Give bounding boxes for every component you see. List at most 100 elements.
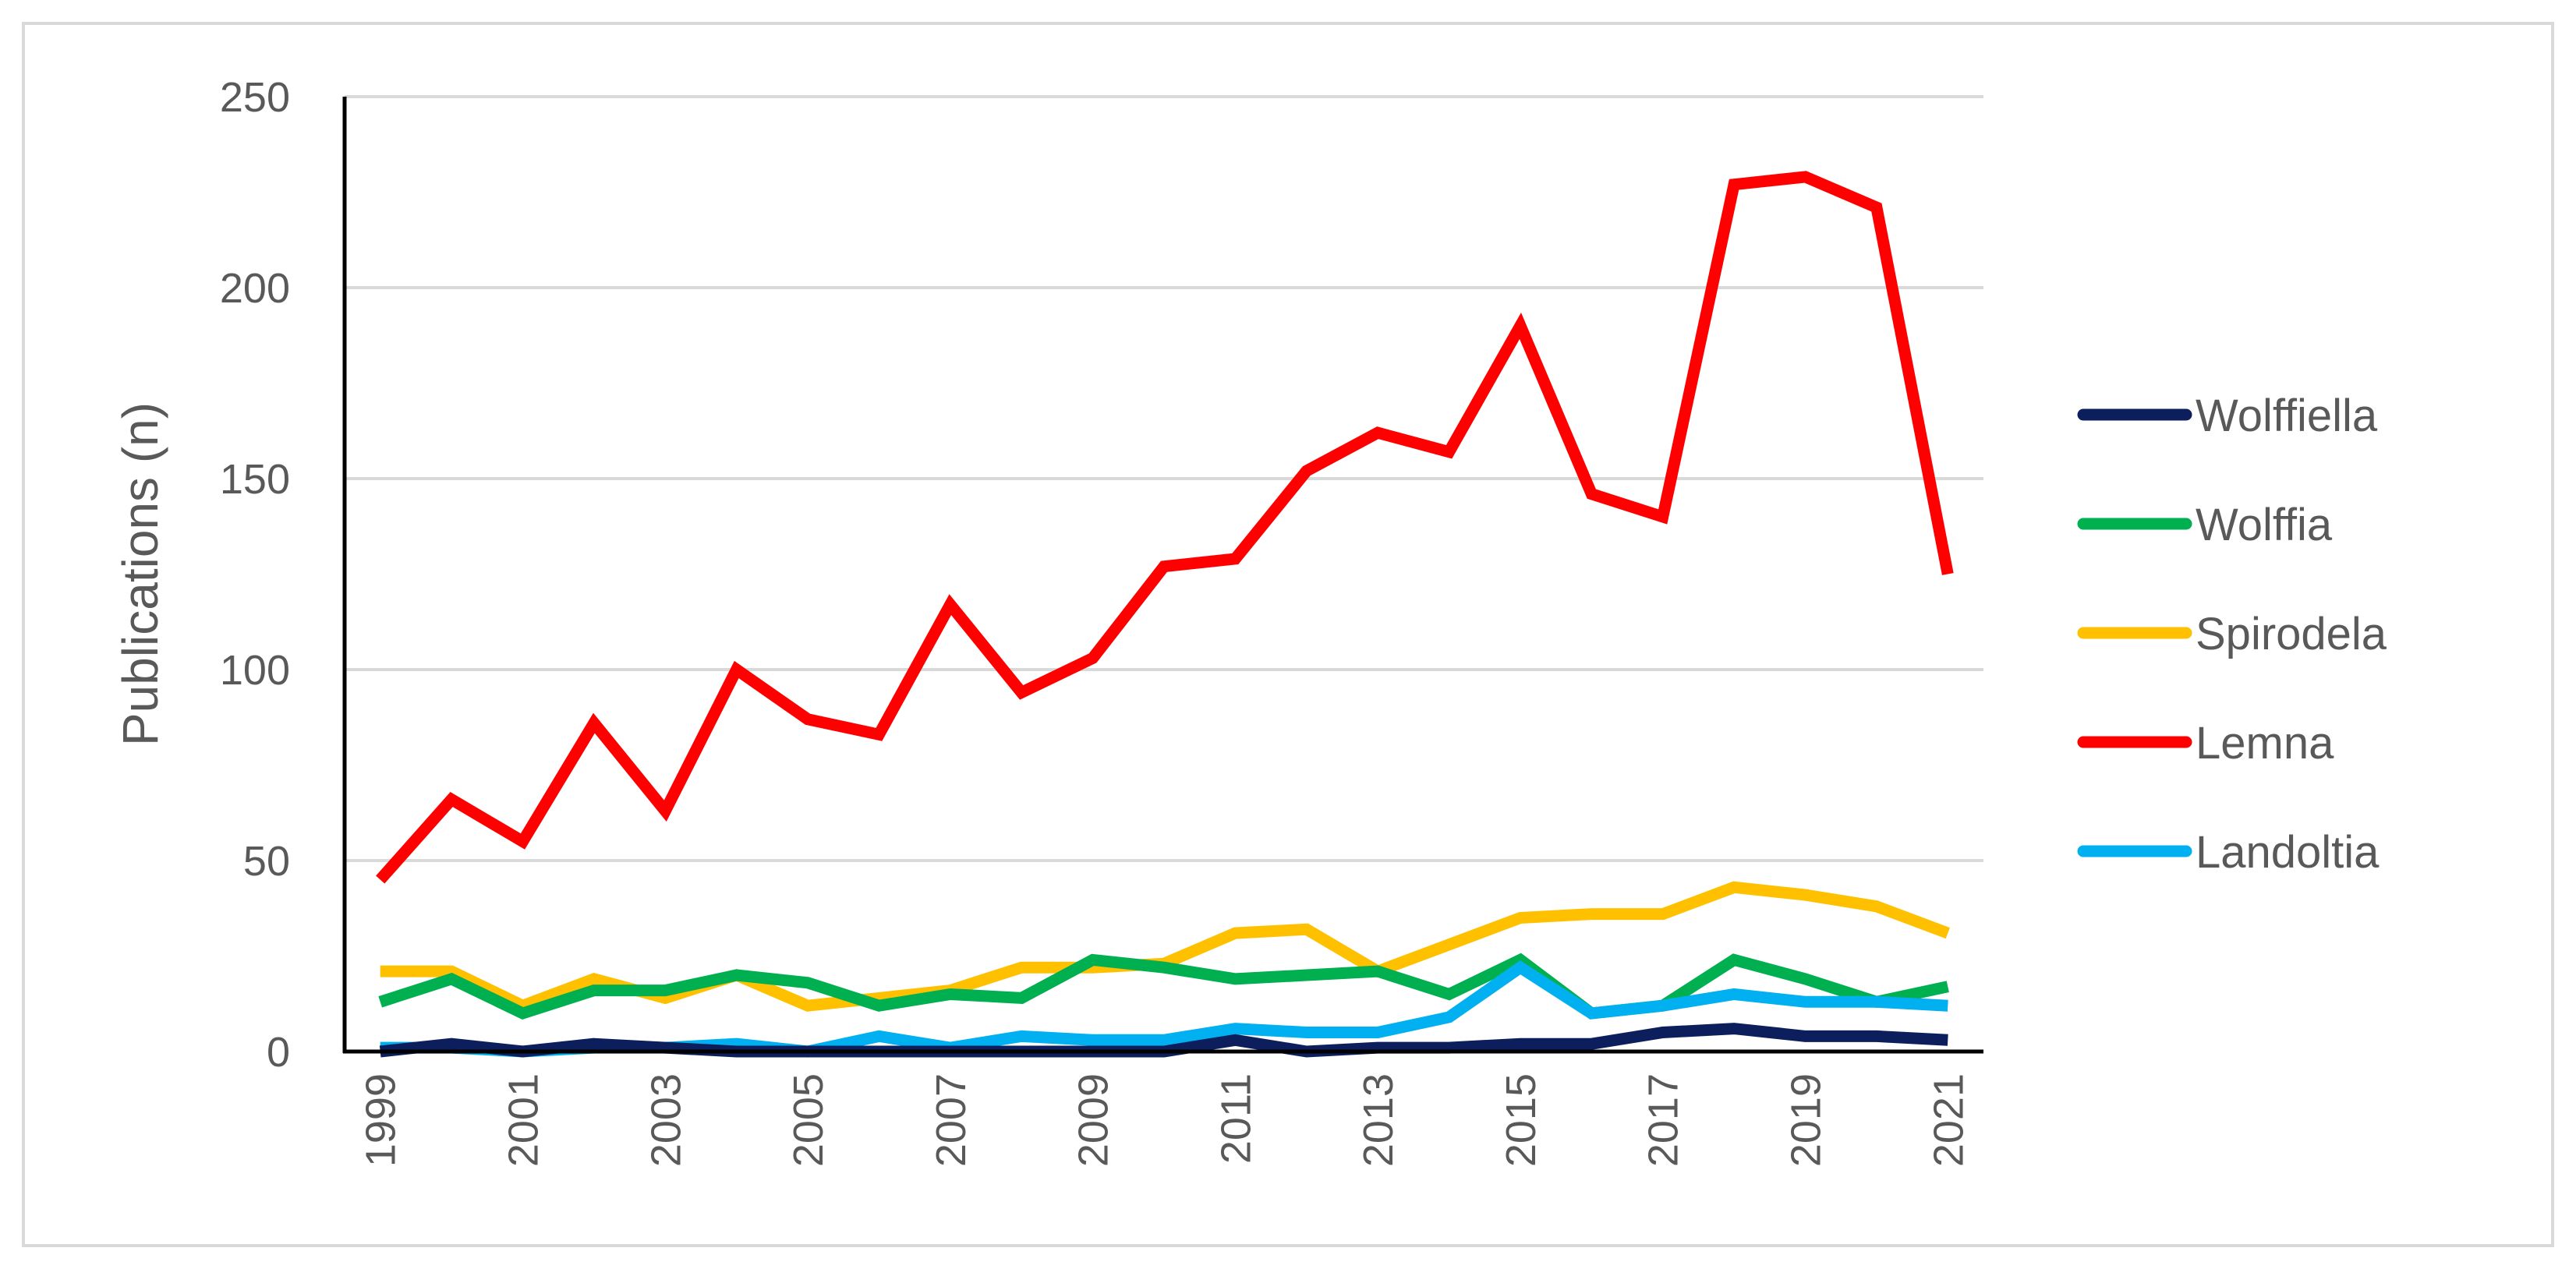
data-point-lemna xyxy=(1162,565,1166,568)
data-point-wolffiella xyxy=(1875,1034,1878,1037)
data-point-landoltia xyxy=(1092,1038,1095,1041)
data-point-landoltia xyxy=(1732,993,1736,996)
data-point-landoltia xyxy=(1305,1031,1308,1034)
data-point-lemna xyxy=(1020,691,1023,694)
data-point-wolffiella xyxy=(1661,1031,1665,1034)
data-point-wolffia xyxy=(663,989,667,992)
chart-frame: 0 50 100 150 200 250 1999 2001 2003 2005 2007 2009… xyxy=(22,22,2554,1247)
data-point-lemna xyxy=(1092,656,1095,659)
data-point-landoltia xyxy=(1519,966,1522,969)
legend-item-wolffia: Wolffia xyxy=(2077,500,2333,550)
data-point-wolffia xyxy=(1233,977,1237,981)
data-point-wolffiella xyxy=(1519,1042,1522,1045)
data-point-lemna xyxy=(1804,175,1807,179)
data-point-wolffia xyxy=(1162,966,1166,969)
data-point-landoltia xyxy=(877,1034,880,1037)
data-point-wolffiella xyxy=(1233,1038,1237,1041)
data-point-spirodela xyxy=(1448,943,1451,946)
y-tick-label: 200 xyxy=(220,265,290,312)
data-point-spirodela xyxy=(1804,893,1807,896)
y-tick-label: 150 xyxy=(220,456,290,503)
y-tick-labels: 0 50 100 150 200 250 xyxy=(220,74,290,1076)
data-point-spirodela xyxy=(450,970,453,973)
data-point-spirodela xyxy=(877,996,880,999)
data-point-landoltia xyxy=(1946,1004,1949,1007)
data-point-wolffiella xyxy=(1448,1046,1451,1049)
data-point-lemna xyxy=(1233,557,1237,560)
data-point-landoltia xyxy=(1590,1012,1593,1015)
data-point-landoltia xyxy=(1376,1031,1379,1034)
data-point-wolffiella xyxy=(1376,1046,1379,1049)
data-point-lemna xyxy=(1448,451,1451,454)
x-tick-labels: 1999 2001 2003 2005 2007 2009 2011 2013 2015 2017… xyxy=(358,1073,1973,1167)
y-tick-label: 100 xyxy=(220,647,290,694)
data-point-wolffia xyxy=(593,989,596,992)
data-point-wolffia xyxy=(949,993,952,996)
series-line-lemna xyxy=(376,171,1954,884)
x-tick-label: 2007 xyxy=(928,1073,975,1167)
data-point-spirodela xyxy=(1233,931,1237,935)
data-point-landoltia xyxy=(1804,1000,1807,1003)
legend-label-wolffia: Wolffia xyxy=(2196,500,2333,550)
data-point-wolffiella xyxy=(1590,1042,1593,1045)
data-point-spirodela xyxy=(1661,913,1665,916)
data-point-lemna xyxy=(1376,431,1379,434)
data-point-spirodela xyxy=(1519,917,1522,920)
data-point-lemna xyxy=(379,878,382,882)
data-point-spirodela xyxy=(379,970,382,973)
y-tick-label: 0 xyxy=(267,1029,290,1076)
data-point-wolffia xyxy=(1092,958,1095,961)
x-tick-label: 1999 xyxy=(358,1073,405,1167)
data-point-spirodela xyxy=(1020,966,1023,969)
legend-item-spirodela: Spirodela xyxy=(2077,609,2387,659)
data-point-spirodela xyxy=(663,996,667,999)
x-tick-label: 2003 xyxy=(642,1073,689,1167)
data-point-lemna xyxy=(735,668,738,671)
data-point-lemna xyxy=(949,603,952,606)
data-point-lemna xyxy=(1661,515,1665,518)
data-point-wolffiella xyxy=(1732,1027,1736,1030)
series-line-wolffia xyxy=(378,953,1949,1020)
y-axis-title: Publications (n) xyxy=(112,402,168,746)
data-point-lemna xyxy=(450,798,453,801)
x-tick-label: 2013 xyxy=(1355,1073,1402,1167)
data-point-wolffia xyxy=(379,1000,382,1003)
data-point-wolffiella xyxy=(663,1046,667,1049)
data-point-landoltia xyxy=(1661,1004,1665,1007)
legend-label-wolffiella: Wolffiella xyxy=(2196,391,2378,441)
data-point-wolffiella xyxy=(1946,1038,1949,1041)
data-point-wolffia xyxy=(1946,985,1949,988)
data-point-landoltia xyxy=(1162,1038,1166,1041)
data-point-wolffia xyxy=(1804,977,1807,981)
data-point-spirodela xyxy=(1590,913,1593,916)
data-point-wolffiella xyxy=(1804,1034,1807,1037)
x-tick-label: 2009 xyxy=(1070,1073,1117,1167)
x-tick-label: 2011 xyxy=(1212,1073,1259,1164)
data-point-lemna xyxy=(521,840,524,843)
data-point-wolffiella xyxy=(450,1042,453,1045)
x-tick-label: 2005 xyxy=(785,1073,832,1167)
data-point-lemna xyxy=(877,733,880,736)
y-tick-label: 250 xyxy=(220,74,290,121)
data-point-landoltia xyxy=(1020,1034,1023,1037)
data-point-lemna xyxy=(1875,206,1878,209)
data-point-wolffiella xyxy=(593,1042,596,1045)
data-point-wolffia xyxy=(450,977,453,981)
data-point-lemna xyxy=(1519,324,1522,327)
data-point-landoltia xyxy=(1448,1016,1451,1019)
legend-label-landoltia: Landoltia xyxy=(2196,827,2380,878)
y-tick-label: 50 xyxy=(243,838,290,885)
data-point-lemna xyxy=(663,809,667,812)
x-tick-label: 2021 xyxy=(1925,1073,1972,1167)
legend: Wolffiella Wolffia Spirodela Lemna Landoltia xyxy=(2077,391,2387,878)
data-point-lemna xyxy=(1732,183,1736,186)
legend-label-lemna: Lemna xyxy=(2196,718,2334,769)
x-tick-label: 2017 xyxy=(1640,1073,1687,1167)
data-point-wolffia xyxy=(1448,993,1451,996)
data-point-spirodela xyxy=(806,1004,809,1007)
x-tick-label: 2019 xyxy=(1783,1073,1830,1167)
x-tick-label: 2015 xyxy=(1498,1073,1545,1167)
data-point-spirodela xyxy=(1305,928,1308,931)
data-point-landoltia xyxy=(735,1042,738,1045)
data-point-wolffia xyxy=(735,974,738,977)
